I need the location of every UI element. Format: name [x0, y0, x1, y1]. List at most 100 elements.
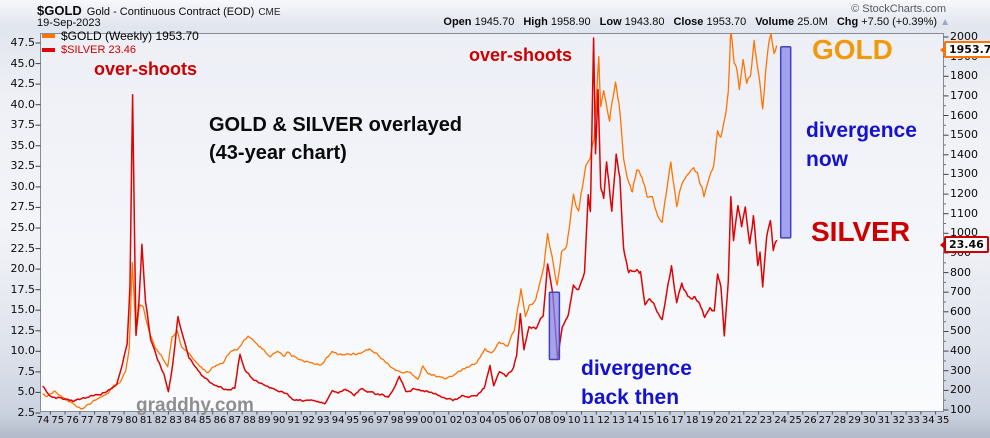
- left-axis-tick-label: 42.5: [10, 77, 36, 91]
- x-axis-year-label: 15: [641, 415, 655, 426]
- x-axis-year-label: 33: [907, 415, 920, 426]
- chart-header: $GOLD Gold - Continuous Contract (EOD) CME: [37, 2, 281, 20]
- x-axis-year-label: 91: [287, 415, 301, 426]
- x-axis-year-label: 10: [567, 415, 581, 426]
- ohlc-quote-strip: Open 1945.70 High 1958.90 Low 1943.80 Close…: [434, 16, 950, 28]
- watermark: graddhy.com: [136, 395, 254, 416]
- x-axis-year-label: 13: [612, 415, 625, 426]
- x-axis-year-label: 29: [848, 415, 861, 426]
- divergence-bar-1: [779, 46, 792, 239]
- x-axis-year-label: 11: [582, 415, 596, 426]
- left-axis-tick-label: 30.0: [10, 179, 36, 193]
- change-up-arrow-icon: ▲: [940, 17, 950, 28]
- x-axis-year-label: 77: [80, 415, 94, 426]
- right-axis-tick-label: 600: [950, 304, 971, 318]
- right-axis-tick-label: 400: [950, 344, 971, 358]
- chart-date: 19-Sep-2023: [37, 17, 101, 29]
- x-axis-year-label: 18: [685, 415, 699, 426]
- x-axis-year-label: 88: [243, 415, 256, 426]
- x-axis-year-label: 32: [892, 415, 906, 426]
- x-axis-year-label: 86: [213, 415, 227, 426]
- x-axis-year-label: 92: [302, 415, 315, 426]
- quote-volume: Volume 25.0M: [755, 16, 828, 28]
- x-axis-year-label: 79: [110, 415, 124, 426]
- x-axis-year-label: 08: [538, 415, 551, 426]
- right-axis-tick-label: 1800: [950, 69, 978, 83]
- x-axis-year-label: 22: [744, 415, 758, 426]
- x-axis-year-label: 82: [154, 415, 168, 426]
- x-axis-year-label: 96: [361, 415, 374, 426]
- plot-area: [40, 33, 944, 412]
- left-axis-tick-label: 7.5: [17, 364, 36, 378]
- left-axis-tick-label: 45.0: [10, 56, 36, 70]
- right-axis-tick-label: 100: [950, 403, 971, 416]
- right-axis-tick-label: 1300: [950, 167, 978, 181]
- quote-open: Open 1945.70: [443, 16, 515, 28]
- x-axis-year-label: 09: [553, 415, 566, 426]
- right-axis-tick-label: 1100: [950, 206, 978, 220]
- divergence-back-then-label: divergence back then: [581, 357, 692, 409]
- x-axis-year-label: 03: [464, 415, 478, 426]
- quote-chg: Chg +7.50 (+0.39%): [836, 16, 938, 28]
- silver-line-swatch-icon: [42, 48, 55, 52]
- left-axis-tick-label: 15.0: [10, 303, 36, 317]
- x-axis-year-label: 19: [700, 415, 714, 426]
- x-axis-year-label: 01: [434, 415, 448, 426]
- x-axis-year-label: 04: [479, 415, 492, 426]
- left-axis-tick-label: 47.5: [10, 36, 36, 49]
- exchange-label: CME: [258, 7, 281, 18]
- x-axis-year-label: 76: [66, 415, 79, 426]
- divergence-bar-0: [548, 291, 561, 361]
- x-axis-year-label: 85: [198, 415, 212, 426]
- left-axis-tick-label: 5.0: [17, 385, 36, 399]
- legend-row-gold[interactable]: $GOLD (Weekly) 1953.70: [42, 29, 199, 43]
- series-legend: $GOLD (Weekly) 1953.70 $SILVER 23.46: [42, 29, 199, 57]
- left-axis-tick-label: 2.5: [17, 406, 36, 419]
- x-axis-year-label: 97: [375, 415, 389, 426]
- x-axis-year-label: 78: [95, 415, 109, 426]
- gold-series-label: GOLD: [812, 34, 893, 65]
- silver-series-label: SILVER: [811, 216, 911, 247]
- overshoots-right-label: over-shoots: [469, 45, 573, 65]
- left-axis-tick-label: 12.5: [10, 323, 36, 337]
- legend-row-silver[interactable]: $SILVER 23.46: [42, 43, 199, 57]
- x-axis-year-label: 81: [139, 415, 153, 426]
- right-axis-tick-label: 1600: [950, 108, 978, 122]
- chart-note: GOLD & SILVER overlayed (43-year chart): [209, 114, 463, 164]
- gold-last-price-tag: 1953.70: [940, 41, 990, 58]
- x-axis-year-label: 26: [803, 415, 817, 426]
- left-axis-tick-label: 40.0: [10, 97, 36, 111]
- left-axis-tick-label: 35.0: [10, 138, 36, 152]
- x-axis-year-label: 17: [671, 415, 684, 426]
- stockcharts-copyright-link[interactable]: © StockCharts.com: [851, 3, 946, 15]
- right-axis-tick-label: 1500: [950, 128, 978, 142]
- x-axis-year-label: 23: [759, 415, 773, 426]
- right-axis-tick-label: 1700: [950, 88, 978, 102]
- x-axis-year-label: 06: [508, 415, 522, 426]
- x-axis-year-label: 34: [921, 415, 935, 426]
- gold-line-swatch-icon: [42, 34, 55, 38]
- x-axis-year-label: 75: [51, 415, 65, 426]
- right-axis-tick-label: 2000: [950, 30, 978, 43]
- gold-legend-label: $GOLD (Weekly) 1953.70: [61, 29, 199, 43]
- x-axis-year-label: 02: [449, 415, 463, 426]
- x-axis-year-label: 30: [862, 415, 876, 426]
- x-axis-year-label: 90: [272, 415, 286, 426]
- symbol-description: Gold - Continuous Contract (EOD): [86, 6, 255, 18]
- left-axis-tick-label: 25.0: [10, 221, 36, 234]
- right-axis-tick-label: 700: [950, 285, 971, 299]
- right-axis-tick-label: 200: [950, 383, 971, 397]
- x-axis-year-label: 25: [789, 415, 802, 426]
- x-axis-year-label: 89: [257, 415, 271, 426]
- x-axis-year-label: 98: [390, 415, 404, 426]
- x-axis-year-label: 35: [936, 415, 950, 426]
- x-axis-year-label: 14: [626, 415, 640, 426]
- x-axis-year-label: 00: [420, 415, 433, 426]
- overshoots-left-label: over-shoots: [94, 59, 198, 79]
- x-axis-year-label: 12: [597, 415, 611, 426]
- silver-price-tag-arrow-icon: [937, 239, 946, 250]
- left-axis-tick-label: 37.5: [10, 118, 36, 132]
- x-axis-year-label: 07: [523, 415, 537, 426]
